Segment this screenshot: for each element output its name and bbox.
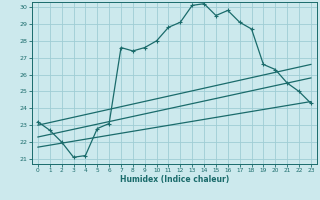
X-axis label: Humidex (Indice chaleur): Humidex (Indice chaleur) xyxy=(120,175,229,184)
